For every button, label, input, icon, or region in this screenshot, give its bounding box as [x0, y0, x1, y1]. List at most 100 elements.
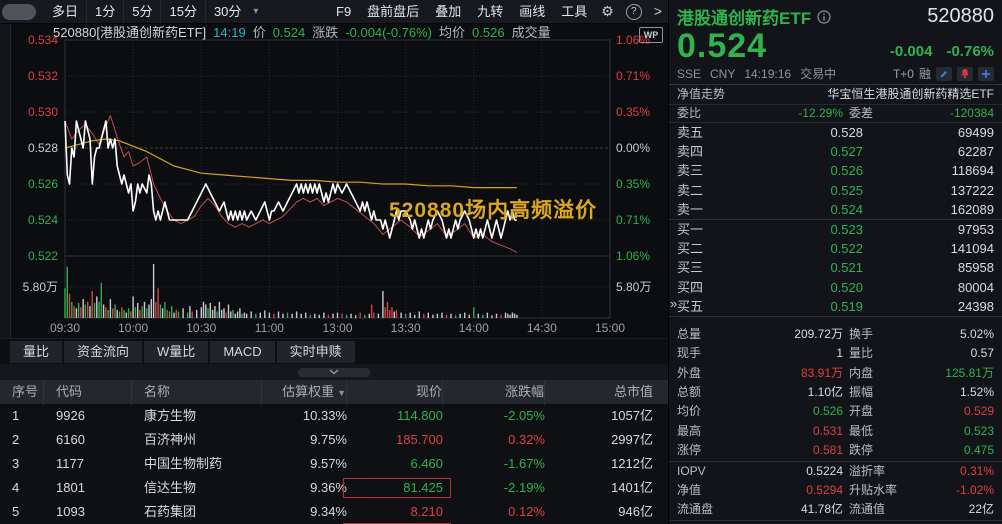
ask-row[interactable]: 卖一 0.524 162089 — [669, 200, 1002, 219]
row-change: -2.05% — [503, 408, 545, 423]
row-seq: 3 — [12, 456, 20, 471]
underlying-fund-name: 华宝恒生港股通创新药精选ETF — [827, 87, 994, 101]
tab-realtime-creation[interactable]: 实时申赎 — [276, 340, 355, 363]
period-tab-multiday[interactable]: 多日 — [52, 4, 79, 19]
intraday-chart-area[interactable]: 520880[港股通创新药ETF] 14:19 价 0.524 涨跌 -0.004(-0.… — [0, 24, 668, 338]
ask-row[interactable]: 卖三 0.526 118694 — [669, 161, 1002, 180]
col-marketcap[interactable]: 总市值 — [613, 384, 653, 399]
add-icon[interactable] — [978, 66, 994, 81]
stat-value: 1.10亿 — [807, 385, 843, 400]
alert-bell-icon[interactable] — [957, 66, 973, 81]
stat-value: 0.57 — [970, 346, 994, 361]
col-price[interactable]: 现价 — [347, 380, 443, 405]
info-icon[interactable] — [817, 9, 831, 24]
row-weight: 9.34% — [310, 504, 347, 519]
draw-line-button[interactable]: 画线 — [519, 4, 546, 19]
change-value: -0.004(-0.76%) — [345, 25, 433, 40]
table-row[interactable]: 2 6160 百济神州 9.75% 185.700 0.32% 2997亿 — [0, 428, 668, 452]
svg-text:0.526: 0.526 — [28, 177, 58, 191]
period-tab-30min[interactable]: 30分 — [204, 0, 249, 23]
row-name: 百济神州 — [144, 432, 197, 447]
holdings-table-body: 1 9926 康方生物 10.33% 114.800 -2.05% 1057亿 2 6160 百济… — [0, 404, 668, 524]
row-weight: 9.36% — [310, 480, 347, 495]
stat-value: 1.52% — [959, 385, 994, 400]
svg-text:13:00: 13:00 — [322, 321, 352, 335]
toolbar: 多日 1分 5分 15分 30分 ▾ F9 盘前盘后 叠加 九转 画线 工具 ⚙… — [0, 0, 668, 24]
period-dropdown-icon[interactable]: ▾ — [253, 6, 259, 17]
pre-post-market-button[interactable]: 盘前盘后 — [367, 4, 420, 19]
ask-row[interactable]: 卖四 0.527 62287 — [669, 142, 1002, 161]
svg-text:0.35%: 0.35% — [616, 177, 650, 191]
currency-label: CNY — [710, 67, 736, 81]
collapse-handle[interactable] — [298, 367, 370, 377]
wp-badge-icon[interactable]: WP — [639, 27, 663, 43]
intraday-chart-plot[interactable]: 0.534 0.532 0.530 0.528 0.526 0.524 0.522 1.06%… — [0, 24, 668, 338]
stat-label: IOPV — [677, 463, 706, 478]
trading-status: 交易中 — [800, 67, 837, 81]
bid-row[interactable]: 买二 0.522 141094 — [669, 239, 1002, 258]
toolbar-right: F9 盘前盘后 叠加 九转 画线 工具 ⚙ ? > — [328, 0, 668, 23]
level-label: 买二 — [677, 241, 704, 257]
ask-row[interactable]: 卖二 0.525 137222 — [669, 181, 1002, 200]
ask-row[interactable]: 卖五 0.528 69499 — [669, 123, 1002, 142]
help-icon[interactable]: ? — [625, 3, 642, 20]
price-value: 0.524 — [272, 25, 306, 40]
level-price: 0.524 — [830, 201, 863, 217]
tab-w-volume-ratio[interactable]: W量比 — [144, 340, 209, 363]
tab-volume-ratio[interactable]: 量比 — [10, 340, 63, 363]
expand-panel-icon[interactable]: » — [670, 296, 678, 311]
bid-row[interactable]: 买五 0.519 24398 — [669, 297, 1002, 316]
nav-trend-row[interactable]: 净值走势 华宝恒生港股通创新药精选ETF — [669, 85, 1002, 105]
level-volume: 137222 — [950, 182, 994, 198]
table-row[interactable]: 3 1177 中国生物制药 9.57% 6.460 -1.67% 1212亿 — [0, 452, 668, 476]
change-label: 涨跌 — [312, 25, 339, 40]
level-volume: 85958 — [957, 260, 994, 276]
overlay-button[interactable]: 叠加 — [435, 4, 462, 19]
gear-icon[interactable]: ⚙ — [601, 3, 614, 19]
tools-button[interactable]: 工具 — [561, 4, 588, 19]
level-label: 买三 — [677, 260, 704, 276]
stat-row: 净值 0.5294 升贴水率 -1.02% — [669, 481, 1002, 500]
bid-row[interactable]: 买一 0.523 97953 — [669, 220, 1002, 239]
stat-label: 净值 — [677, 483, 702, 497]
col-weight-sort[interactable]: 估算权重 ▼ — [262, 380, 347, 405]
bid-row[interactable]: 买四 0.520 80004 — [669, 278, 1002, 297]
stat-row: 总量 209.72万 换手 5.02% — [669, 325, 1002, 344]
col-change[interactable]: 涨跌幅 — [443, 380, 545, 405]
stat-label: 内盘 — [849, 365, 874, 380]
level-price: 0.521 — [830, 260, 863, 276]
svg-text:11:00: 11:00 — [255, 321, 284, 335]
table-row[interactable]: 5 1093 石药集团 9.34% 8.210 0.12% 946亿 — [0, 500, 668, 524]
stat-label: 外盘 — [677, 365, 702, 380]
weibi-label: 委比 — [677, 106, 702, 120]
row-code: 1093 — [56, 504, 85, 519]
period-tab-15min[interactable]: 15分 — [160, 0, 204, 23]
collapse-arrow-icon[interactable]: > — [653, 3, 662, 19]
f9-button[interactable]: F9 — [336, 4, 352, 19]
exchange-label: SSE — [677, 67, 702, 81]
col-name: 名称 — [132, 380, 262, 405]
svg-text:0.532: 0.532 — [28, 69, 58, 83]
tab-macd[interactable]: MACD — [210, 340, 275, 363]
bid-row[interactable]: 买三 0.521 85958 — [669, 258, 1002, 277]
nine-turn-button[interactable]: 九转 — [477, 4, 504, 19]
svg-text:0.35%: 0.35% — [616, 105, 650, 119]
period-tab-1min[interactable]: 1分 — [86, 0, 123, 23]
tab-money-flow[interactable]: 资金流向 — [64, 340, 143, 363]
row-code: 9926 — [56, 408, 85, 423]
level-volume: 24398 — [957, 298, 994, 314]
table-row[interactable]: 1 9926 康方生物 10.33% 114.800 -2.05% 1057亿 — [0, 404, 668, 428]
price-flash-box — [343, 478, 451, 498]
sort-desc-icon: ▼ — [337, 388, 346, 398]
stat-value: 0.581 — [812, 443, 843, 458]
edit-icon[interactable] — [936, 66, 952, 81]
stat-value: 0.5294 — [806, 483, 843, 497]
svg-text:5.80万: 5.80万 — [616, 280, 651, 294]
row-seq: 2 — [12, 432, 20, 447]
period-tab-5min[interactable]: 5分 — [123, 0, 160, 23]
row-name: 中国生物制药 — [144, 456, 223, 471]
row-code: 1177 — [56, 456, 84, 471]
svg-text:0.71%: 0.71% — [616, 213, 650, 227]
left-edge-strip — [0, 24, 11, 338]
table-row[interactable]: 4 1801 信达生物 9.36% 81.425 -2.19% 1401亿 — [0, 476, 668, 500]
